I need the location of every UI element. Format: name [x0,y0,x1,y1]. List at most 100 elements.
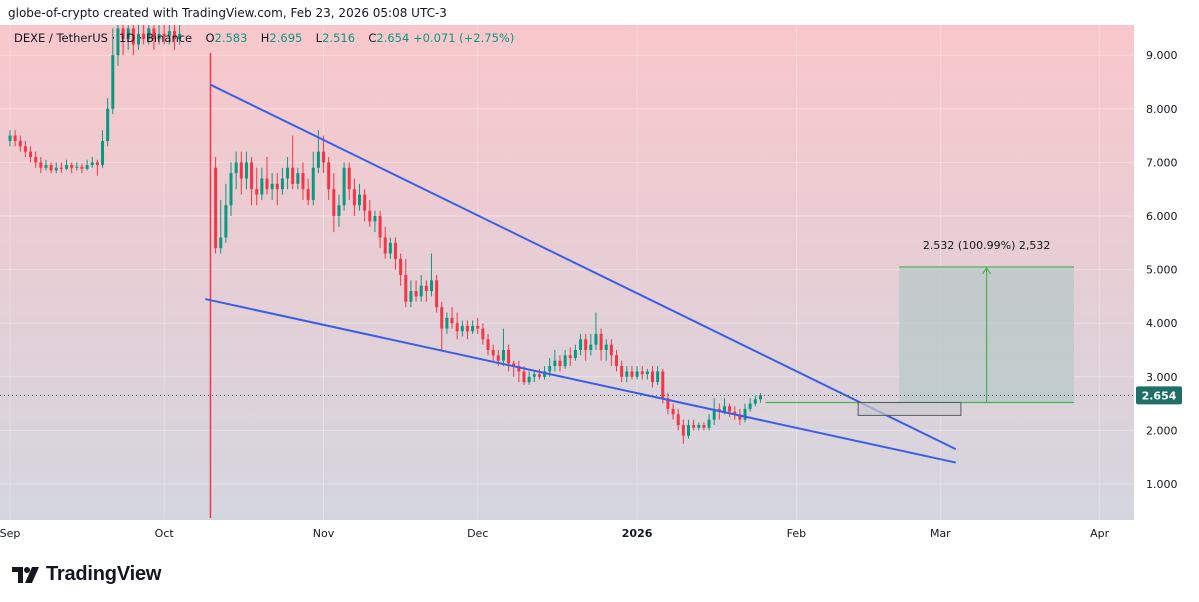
candle [414,280,418,302]
candle-body [383,237,387,254]
last-price-layer: 2.654 [0,386,1182,405]
candle-body [363,194,367,211]
candle-body [229,173,233,206]
candle-body [645,371,649,375]
candle-body [116,28,120,56]
candle-body [630,371,634,377]
candle-body [106,108,110,141]
candle [419,274,423,302]
candle-body [142,33,146,40]
candle-body [260,178,264,195]
candle [625,366,629,383]
candle-body [126,28,130,40]
candle-body [358,194,362,206]
candle-body [465,325,469,332]
candle [676,408,680,431]
tradingview-logo-text: TradingView [46,563,162,585]
candle-body [152,28,156,40]
candle-body [712,408,716,420]
candle [399,253,403,286]
candle-body [661,371,665,399]
chart-area[interactable]: 2.532 (100.99%) 2,532 1.000 2.000 3.000 4.0… [0,23,1199,547]
candle [234,151,238,190]
candle [604,339,608,361]
price-axis[interactable]: 1.000 2.000 3.000 4.000 5.000 6.000 7.000 8.000… [1146,49,1178,491]
candle-body [573,350,577,359]
symbol-name[interactable]: DEXE / TetherUS · 1D · Binance [14,31,193,45]
x-tick-label: Feb [787,527,806,540]
trendline-lower[interactable] [205,298,956,464]
candle [167,23,171,45]
consolidation-layer[interactable] [857,402,962,416]
candle [527,371,531,385]
candle [707,414,711,431]
candle [352,178,356,216]
candle-body [224,205,228,238]
candle [239,151,243,195]
candle-body [296,173,300,184]
candle [460,320,464,337]
candle [322,135,326,174]
candle [219,199,223,254]
time-axis[interactable]: Sep Oct Nov Dec 2026 Feb Mar Apr [0,527,1110,540]
candle [44,159,48,171]
candle [121,23,125,56]
candle [728,403,732,417]
candle [733,406,737,420]
candle-body [29,151,33,158]
candle-body [90,162,94,166]
tradingview-logo[interactable]: TradingView [12,563,161,586]
candle [363,189,367,222]
y-tick-label: 9.000 [1146,49,1178,62]
measure-tool[interactable]: 2.532 (100.99%) 2,532 [765,239,1074,404]
candle-body [491,350,495,356]
x-tick-label: Dec [467,527,488,540]
candle [440,301,444,350]
candle [29,146,33,163]
candle-body [167,31,171,37]
x-tick-label: Nov [313,527,335,540]
candle-body [548,366,552,372]
candle-body [666,398,670,409]
candle-body [753,399,757,404]
trendline-upper[interactable] [210,83,957,451]
candle-body [18,140,22,147]
candle [620,360,624,383]
candle [131,23,135,56]
candle-body [250,162,254,190]
y-tick-label: 1.000 [1146,478,1178,491]
candle-body [620,366,624,377]
candle-body [722,406,726,412]
candle [49,162,53,174]
candle-body [537,374,541,377]
candle [686,419,690,439]
symbol-legend: DEXE / TetherUS · 1D · Binance O2.583 H2… [14,31,514,45]
candle [18,135,22,152]
candle [301,162,305,200]
candle-body [399,258,403,275]
candle-body [702,425,706,428]
candle-body [368,210,372,222]
candle [558,355,562,372]
x-tick-label: Oct [155,527,175,540]
candle [630,366,634,380]
candle-body [316,151,320,168]
measure-label: 2.532 (100.99%) 2,532 [923,239,1051,252]
candle-body [101,140,105,166]
candle [347,162,351,200]
candle-body [532,374,536,377]
candle-body [758,395,762,400]
consolidation-box[interactable] [857,402,962,416]
candle-body [337,205,341,216]
candle [435,274,439,313]
candle [296,167,300,190]
trendlines-layer[interactable] [205,83,957,464]
candle [255,167,259,206]
candle-body [455,323,459,332]
price-chart[interactable]: 2.532 (100.99%) 2,532 1.000 2.000 3.000 4.0… [0,23,1199,547]
candle-body [44,165,48,168]
candle-body [450,317,454,324]
candle [584,333,588,361]
candle-body [265,178,269,190]
candle [651,366,654,388]
